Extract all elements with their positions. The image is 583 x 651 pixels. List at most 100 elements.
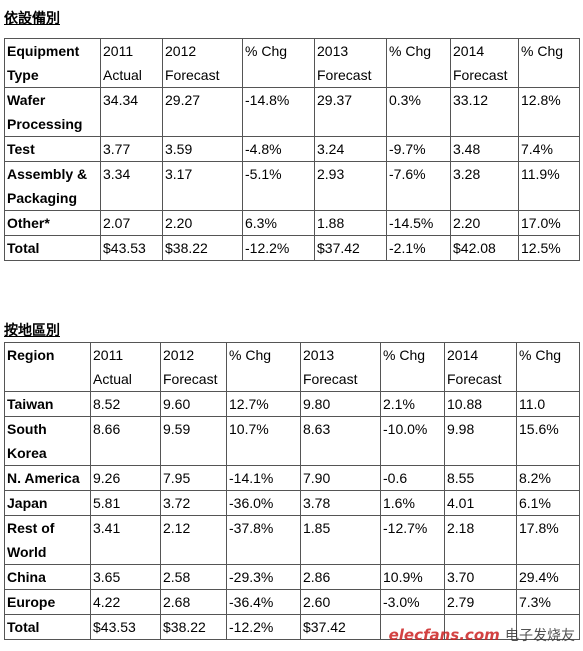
cell: -14.1%: [226, 465, 301, 491]
cell: 29.37: [314, 87, 387, 137]
cell: -12.2%: [226, 614, 301, 640]
cell: 6.1%: [516, 490, 580, 516]
table-header-row: Region 2011 Actual 2012 Forecast % Chg 2…: [4, 342, 580, 392]
cell: 8.52: [90, 391, 161, 417]
cell: -36.4%: [226, 589, 301, 615]
cell: 3.24: [314, 136, 387, 162]
cell: 17.0%: [518, 210, 580, 236]
row-label: Wafer Processing: [4, 87, 101, 137]
cell: -12.2%: [242, 235, 315, 261]
cell: 29.4%: [516, 564, 580, 590]
table-row: Total $43.53 $38.22 -12.2% $37.42 -2.1% …: [4, 235, 580, 261]
cell: $43.53: [90, 614, 161, 640]
row-label: China: [4, 564, 91, 590]
table-row: Japan 5.81 3.72 -36.0% 3.78 1.6% 4.01 6.…: [4, 490, 580, 516]
cell: 9.60: [160, 391, 227, 417]
cell: 7.4%: [518, 136, 580, 162]
cell: 7.3%: [516, 589, 580, 615]
cell: 10.7%: [226, 416, 301, 466]
cell: $38.22: [162, 235, 243, 261]
region-section-title: 按地區別: [4, 323, 60, 339]
cell: -29.3%: [226, 564, 301, 590]
table-header-row: Equipment Type 2011 Actual 2012 Forecast…: [4, 38, 580, 88]
row-label: Europe: [4, 589, 91, 615]
cell: 5.81: [90, 490, 161, 516]
row-label: South Korea: [4, 416, 91, 466]
cell: 9.80: [300, 391, 381, 417]
row-label: Taiwan: [4, 391, 91, 417]
cell: 15.6%: [516, 416, 580, 466]
cell: -10.0%: [380, 416, 445, 466]
cell: 3.34: [100, 161, 163, 211]
row-label: Total: [4, 235, 101, 261]
cell: 8.2%: [516, 465, 580, 491]
cell: 4.22: [90, 589, 161, 615]
equipment-section-title: 依設備別: [4, 11, 60, 27]
cell: 2.93: [314, 161, 387, 211]
row-label: N. America: [4, 465, 91, 491]
cell: 34.34: [100, 87, 163, 137]
cell: 33.12: [450, 87, 519, 137]
cell: 2.86: [300, 564, 381, 590]
row-label: Total: [4, 614, 91, 640]
header-cell: Equipment Type: [4, 38, 101, 88]
cell: 8.63: [300, 416, 381, 466]
cell: 2.1%: [380, 391, 445, 417]
table-row: Rest of World 3.41 2.12 -37.8% 1.85 -12.…: [4, 515, 580, 565]
row-label: Rest of World: [4, 515, 91, 565]
cell: 2.20: [450, 210, 519, 236]
header-cell: 2013 Forecast: [314, 38, 387, 88]
header-cell: 2011 Actual: [100, 38, 163, 88]
cell: -14.5%: [386, 210, 451, 236]
table-row: Total $43.53 $38.22 -12.2% $37.42: [4, 614, 580, 640]
cell: [444, 614, 517, 640]
cell: -3.0%: [380, 589, 445, 615]
cell: -37.8%: [226, 515, 301, 565]
cell: 3.28: [450, 161, 519, 211]
cell: 2.20: [162, 210, 243, 236]
cell: -9.7%: [386, 136, 451, 162]
cell: 3.78: [300, 490, 381, 516]
row-label: Assembly & Packaging: [4, 161, 101, 211]
cell: $38.22: [160, 614, 227, 640]
cell: 2.18: [444, 515, 517, 565]
header-cell: % Chg: [516, 342, 580, 392]
cell: 12.8%: [518, 87, 580, 137]
cell: $37.42: [300, 614, 381, 640]
table-row: Other* 2.07 2.20 6.3% 1.88 -14.5% 2.20 1…: [4, 210, 580, 236]
header-cell: 2012 Forecast: [160, 342, 227, 392]
cell: 11.9%: [518, 161, 580, 211]
cell: 3.77: [100, 136, 163, 162]
row-label: Other*: [4, 210, 101, 236]
cell: 10.88: [444, 391, 517, 417]
cell: 2.07: [100, 210, 163, 236]
cell: 3.70: [444, 564, 517, 590]
cell: -2.1%: [386, 235, 451, 261]
header-cell: % Chg: [380, 342, 445, 392]
watermark-suffix: 电子发烧友: [505, 628, 575, 644]
cell: 8.55: [444, 465, 517, 491]
cell: 2.60: [300, 589, 381, 615]
cell: 1.6%: [380, 490, 445, 516]
cell: -36.0%: [226, 490, 301, 516]
header-cell: % Chg: [242, 38, 315, 88]
cell: 29.27: [162, 87, 243, 137]
cell: 2.79: [444, 589, 517, 615]
cell: 3.41: [90, 515, 161, 565]
cell: 0.3%: [386, 87, 451, 137]
cell: 9.59: [160, 416, 227, 466]
header-cell: 2014 Forecast: [450, 38, 519, 88]
cell: 17.8%: [516, 515, 580, 565]
cell: 11.0: [516, 391, 580, 417]
cell: 3.48: [450, 136, 519, 162]
cell: $42.08: [450, 235, 519, 261]
cell: 3.17: [162, 161, 243, 211]
cell: 2.12: [160, 515, 227, 565]
cell: 1.85: [300, 515, 381, 565]
cell: 6.3%: [242, 210, 315, 236]
cell: $37.42: [314, 235, 387, 261]
table-row: Europe 4.22 2.68 -36.4% 2.60 -3.0% 2.79 …: [4, 589, 580, 615]
table-row: N. America 9.26 7.95 -14.1% 7.90 -0.6 8.…: [4, 465, 580, 491]
equipment-table: Equipment Type 2011 Actual 2012 Forecast…: [4, 38, 580, 261]
cell: -14.8%: [242, 87, 315, 137]
